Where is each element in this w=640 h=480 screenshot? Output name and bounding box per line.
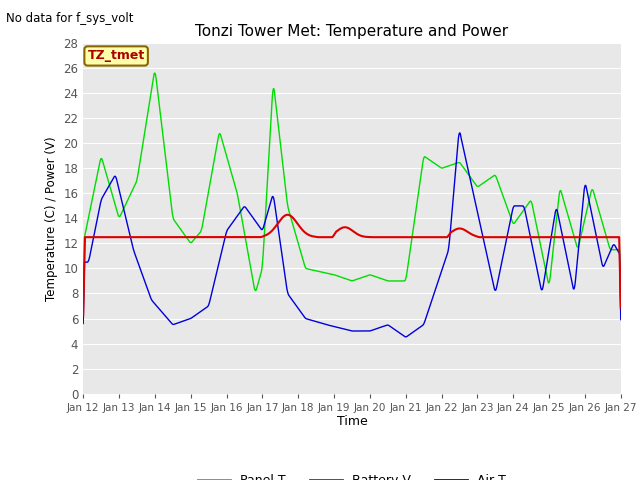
Title: Tonzi Tower Met: Temperature and Power: Tonzi Tower Met: Temperature and Power: [195, 24, 509, 39]
Text: TZ_tmet: TZ_tmet: [88, 49, 145, 62]
Legend: Panel T, Battery V, Air T: Panel T, Battery V, Air T: [193, 469, 511, 480]
X-axis label: Time: Time: [337, 415, 367, 429]
Y-axis label: Temperature (C) / Power (V): Temperature (C) / Power (V): [45, 136, 58, 300]
Text: No data for f_sys_volt: No data for f_sys_volt: [6, 12, 134, 25]
